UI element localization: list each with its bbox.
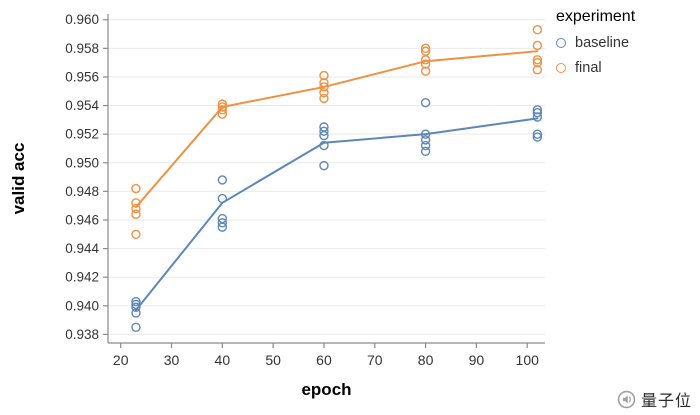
- y-axis-label: valid acc: [9, 143, 28, 215]
- data-point-final: [217, 102, 228, 112]
- series-line-baseline: [134, 117, 539, 312]
- y-tick-label: 0.954: [65, 98, 99, 113]
- x-tick-label: 90: [469, 352, 485, 368]
- data-point-baseline: [319, 126, 329, 136]
- y-tick-label: 0.940: [65, 298, 99, 313]
- data-point-final: [319, 77, 329, 88]
- data-point-final: [420, 66, 431, 76]
- legend-item-baseline: baseline: [556, 35, 635, 51]
- y-tick-label: 0.958: [65, 41, 99, 56]
- y-tick-label: 0.960: [65, 12, 99, 27]
- data-point-final: [532, 65, 543, 75]
- data-point-baseline: [217, 193, 228, 204]
- data-point-final: [420, 46, 431, 56]
- data-point-baseline: [532, 132, 543, 142]
- data-point-baseline: [131, 299, 141, 310]
- y-tick-label: 0.952: [65, 127, 99, 142]
- data-point-baseline: [131, 322, 141, 332]
- x-tick-label: 60: [316, 352, 332, 368]
- legend-item-final: final: [556, 60, 635, 76]
- data-point-final: [319, 82, 329, 92]
- data-point-baseline: [532, 105, 543, 115]
- x-tick-label: 40: [215, 352, 231, 368]
- data-point-baseline: [420, 135, 431, 145]
- data-point-final: [420, 43, 431, 54]
- data-point-final: [131, 198, 141, 208]
- data-point-baseline: [217, 218, 228, 228]
- data-point-baseline: [420, 140, 431, 151]
- data-point-final: [532, 25, 543, 35]
- watermark-text: 量子位: [640, 393, 692, 410]
- data-point-baseline: [131, 296, 141, 307]
- watermark: 量子位: [617, 387, 692, 411]
- y-tick-label: 0.946: [65, 212, 99, 227]
- legend-label-baseline: baseline: [575, 35, 630, 51]
- data-point-final: [217, 105, 228, 115]
- x-tick-label: 70: [367, 352, 383, 368]
- data-point-baseline: [532, 112, 543, 122]
- data-point-final: [131, 209, 141, 219]
- data-point-final: [319, 87, 329, 98]
- x-tick-label: 50: [265, 352, 281, 368]
- data-point-baseline: [217, 213, 228, 224]
- y-tick-label: 0.956: [65, 69, 99, 84]
- data-point-final: [131, 183, 141, 194]
- data-point-final: [319, 93, 329, 104]
- data-point-final: [532, 57, 543, 68]
- x-axis-label: epoch: [301, 380, 351, 399]
- x-tick-label: 100: [516, 352, 540, 368]
- series-line-final: [134, 50, 539, 209]
- final-marker-icon: [556, 63, 566, 73]
- legend-label-final: final: [575, 60, 602, 76]
- data-point-baseline: [319, 140, 329, 151]
- y-tick-label: 0.948: [65, 184, 99, 199]
- data-point-baseline: [532, 129, 543, 139]
- data-point-final: [217, 99, 228, 109]
- data-point-final: [319, 70, 329, 81]
- data-point-baseline: [532, 107, 543, 118]
- data-point-final: [532, 55, 543, 65]
- data-point-final: [217, 109, 228, 119]
- data-point-final: [131, 229, 141, 239]
- y-tick-label: 0.938: [65, 327, 99, 342]
- x-tick-label: 80: [418, 352, 434, 368]
- data-point-baseline: [420, 146, 431, 157]
- x-tick-label: 20: [113, 352, 129, 368]
- legend-title: experiment: [556, 8, 636, 25]
- legend: experiment baseline final: [556, 8, 635, 76]
- data-point-baseline: [420, 129, 431, 139]
- qbitai-logo-icon: [617, 390, 636, 408]
- y-tick-label: 0.942: [65, 270, 99, 285]
- data-point-final: [532, 40, 543, 51]
- data-point-baseline: [319, 160, 329, 171]
- data-point-baseline: [319, 122, 329, 132]
- data-point-baseline: [420, 97, 431, 108]
- data-point-final: [420, 59, 431, 69]
- baseline-marker-icon: [556, 38, 566, 48]
- data-point-baseline: [131, 302, 141, 312]
- data-point-baseline: [217, 175, 228, 185]
- data-point-final: [131, 203, 141, 214]
- y-tick-label: 0.950: [65, 155, 99, 170]
- x-tick-label: 30: [164, 352, 180, 368]
- y-tick-label: 0.944: [65, 241, 99, 256]
